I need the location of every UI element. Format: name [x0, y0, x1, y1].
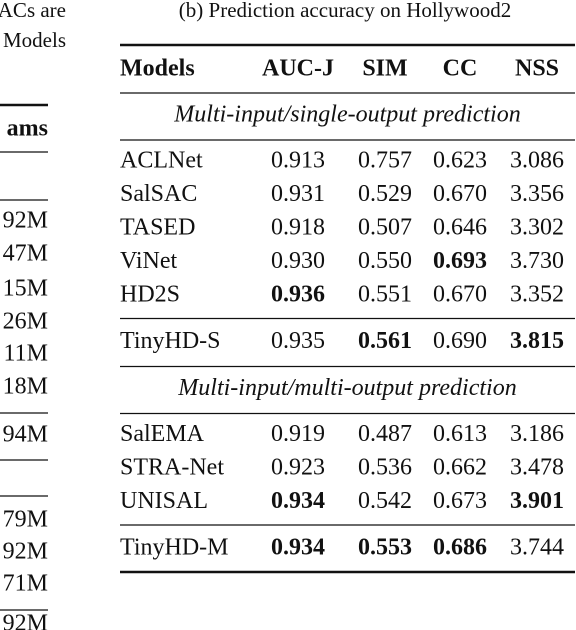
- column-header: SIM: [362, 56, 407, 82]
- cell: 0.551: [358, 282, 412, 308]
- cell: 0.529: [358, 181, 412, 207]
- cell: HD2S: [120, 282, 180, 308]
- cell: 0.550: [358, 248, 412, 274]
- cell: ViNet: [120, 248, 178, 274]
- cell: 0.686: [433, 535, 487, 561]
- cell: 0.561: [358, 328, 412, 354]
- left-header: ams: [7, 116, 48, 142]
- column-header: AUC-J: [262, 56, 334, 82]
- cell: 0.923: [271, 455, 325, 481]
- column-header: CC: [443, 56, 478, 82]
- left-cell: 15M: [3, 276, 48, 302]
- cell: SalEMA: [120, 421, 205, 447]
- cell: 0.935: [271, 328, 325, 354]
- cell: 0.487: [358, 421, 412, 447]
- cell: TinyHD-M: [120, 535, 228, 561]
- cell: 0.507: [358, 215, 412, 241]
- left-cell: 79M: [3, 507, 48, 533]
- cell: 0.673: [433, 488, 487, 514]
- cell: 0.553: [358, 535, 412, 561]
- left-cell: 94M: [3, 422, 48, 448]
- cell: 0.930: [271, 248, 325, 274]
- cell: 0.536: [358, 455, 412, 481]
- cell: 0.913: [271, 148, 325, 174]
- left-cell: 71M: [3, 571, 48, 597]
- caption: (b) Prediction accuracy on Hollywood2: [179, 0, 511, 22]
- cell: 0.934: [271, 488, 325, 514]
- left-cell: 26M: [3, 309, 48, 335]
- cell: 0.919: [271, 421, 325, 447]
- cell: UNISAL: [120, 488, 208, 514]
- cell: 3.186: [510, 421, 564, 447]
- left-cell: 18M: [3, 374, 48, 400]
- cell: 0.931: [271, 181, 325, 207]
- cell: 0.670: [433, 181, 487, 207]
- cell: 3.744: [510, 535, 564, 561]
- column-header: Models: [120, 56, 195, 82]
- left-cell: 11M: [4, 341, 48, 367]
- cell: 3.730: [510, 248, 564, 274]
- cell: 0.918: [271, 215, 325, 241]
- cell: 0.757: [358, 148, 412, 174]
- cell: 0.936: [271, 282, 325, 308]
- left-cell: 47M: [3, 241, 48, 267]
- cell: 0.662: [433, 455, 487, 481]
- cell: 0.623: [433, 148, 487, 174]
- cell: 0.613: [433, 421, 487, 447]
- cell: 0.646: [433, 215, 487, 241]
- cell: ACLNet: [120, 148, 203, 174]
- cell: STRA-Net: [120, 455, 224, 481]
- left-caption: Models: [3, 28, 66, 52]
- left-cell: 92M: [3, 208, 48, 234]
- cell: 3.356: [510, 181, 564, 207]
- cell: TinyHD-S: [120, 328, 221, 354]
- cell: 3.901: [510, 488, 564, 514]
- section-title: Multi-input/multi-output prediction: [177, 375, 516, 401]
- left-caption: ACs are: [0, 0, 66, 22]
- section-title: Multi-input/single-output prediction: [173, 102, 520, 128]
- left-cell: 92M: [3, 611, 48, 630]
- cell: TASED: [120, 215, 195, 241]
- cell: 3.815: [510, 328, 564, 354]
- cell: 3.086: [510, 148, 564, 174]
- cell: 0.693: [433, 248, 487, 274]
- left-cell: 92M: [3, 539, 48, 565]
- cell: 0.542: [358, 488, 412, 514]
- cell: 0.670: [433, 282, 487, 308]
- cell: 3.302: [510, 215, 564, 241]
- cell: 0.690: [433, 328, 487, 354]
- cell: 0.934: [271, 535, 325, 561]
- cell: 3.352: [510, 282, 564, 308]
- column-header: NSS: [515, 56, 559, 82]
- cell: SalSAC: [120, 181, 197, 207]
- cell: 3.478: [510, 455, 564, 481]
